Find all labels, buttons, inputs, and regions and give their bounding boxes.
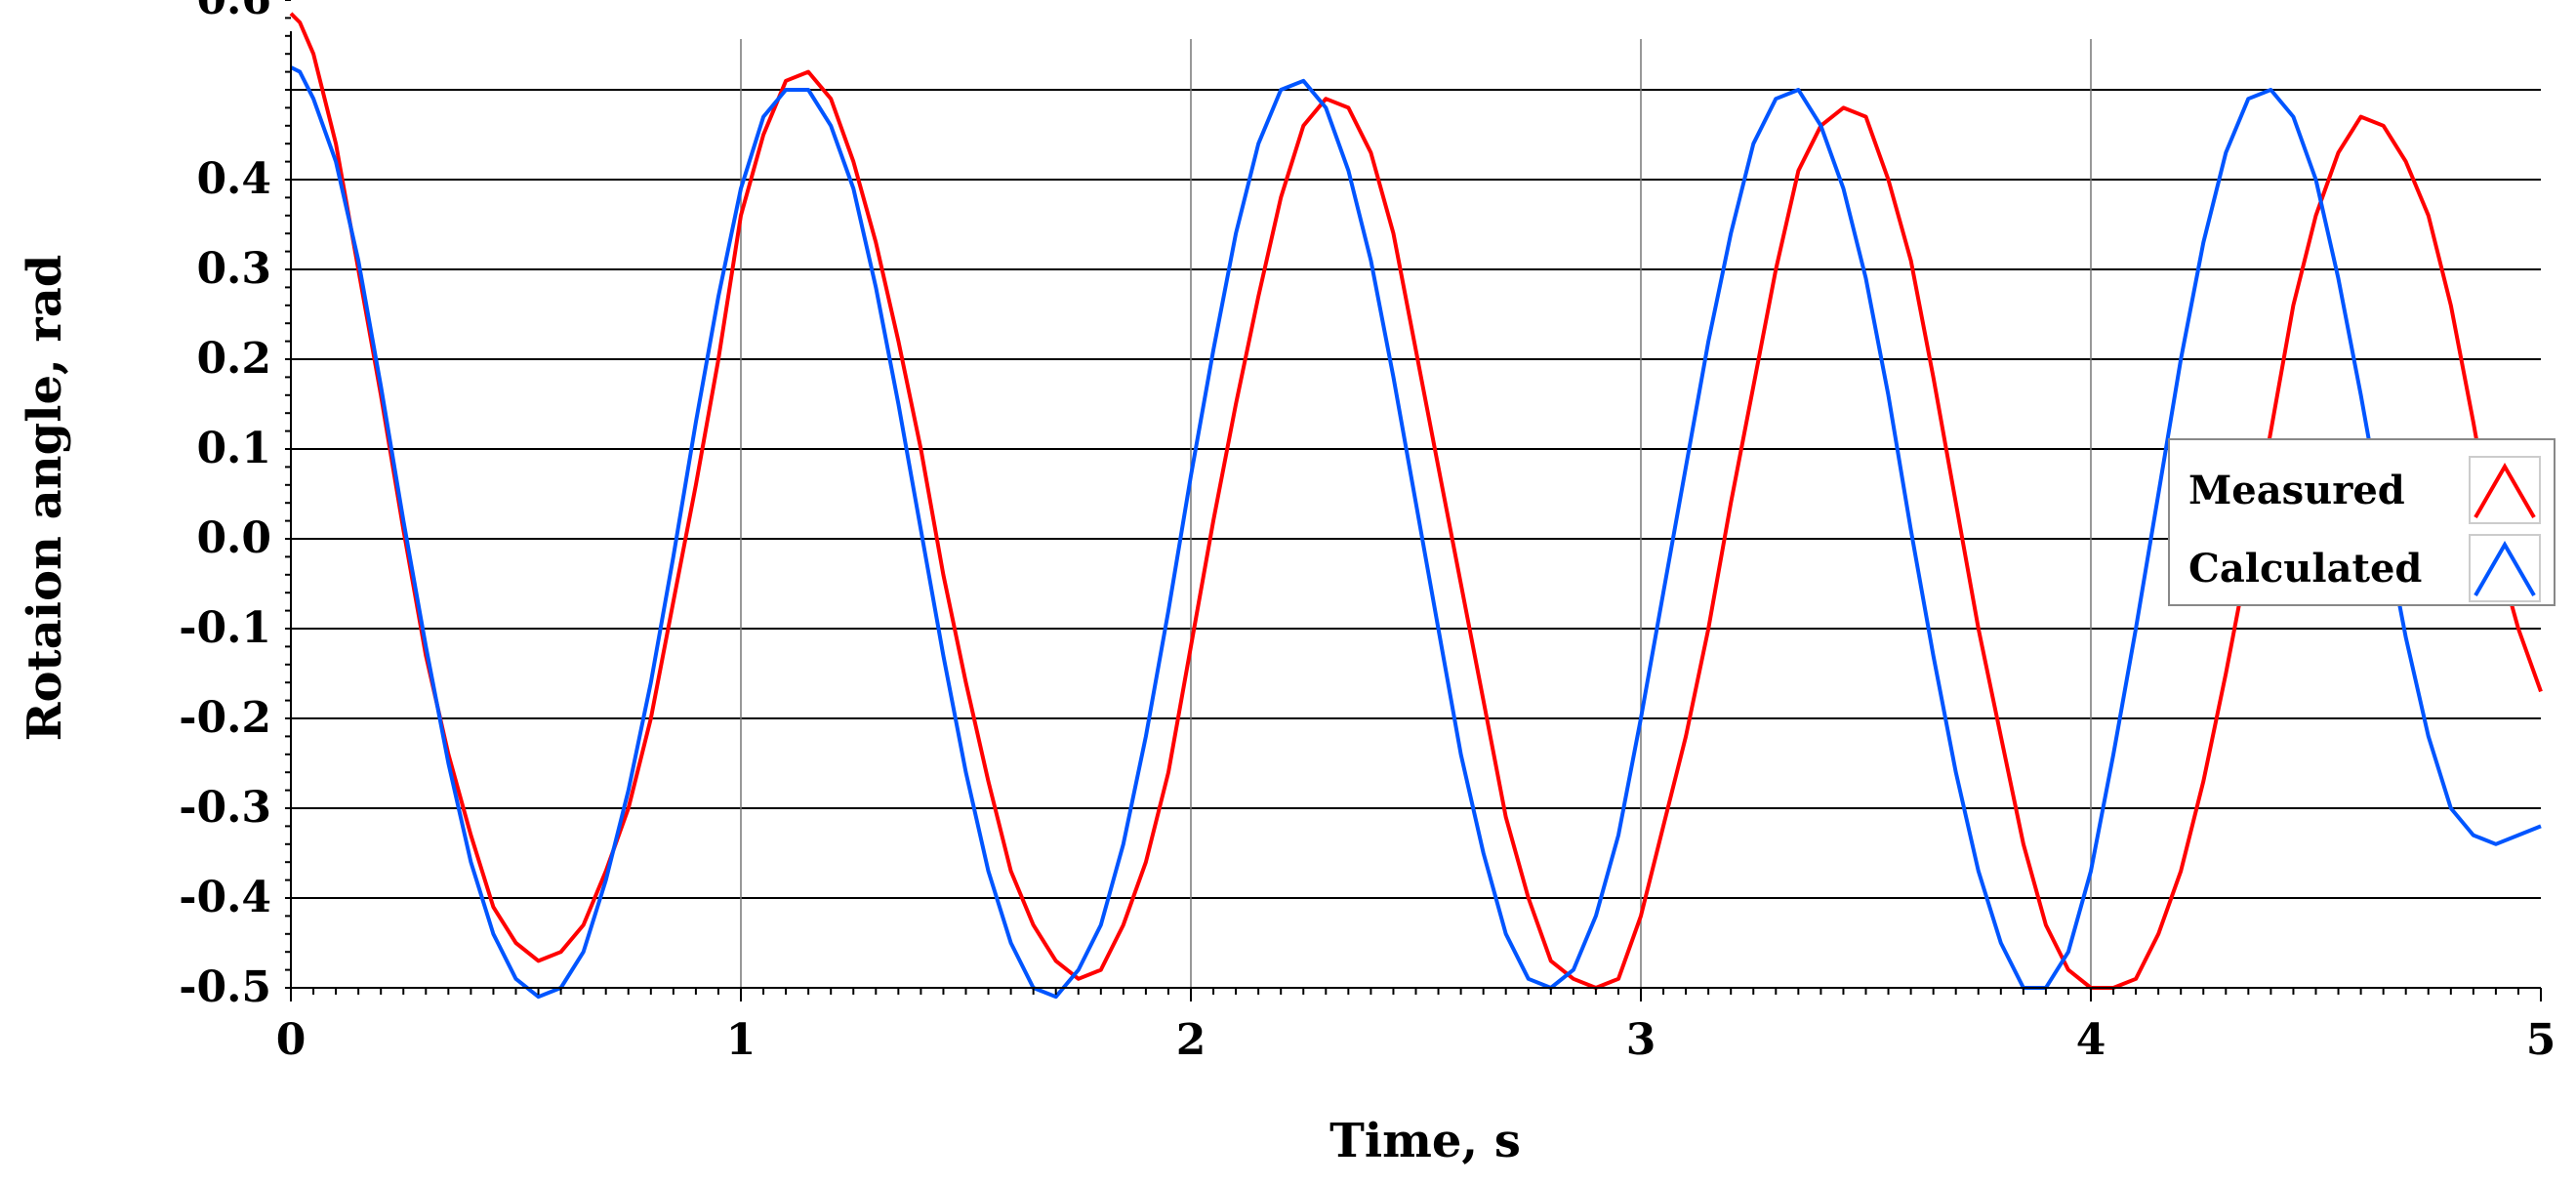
y-tick-label: -0.2 xyxy=(179,693,271,743)
series-layer xyxy=(289,12,2543,1000)
legend-label-measured: Measured xyxy=(2188,468,2405,513)
y-tick-label: 0.2 xyxy=(196,334,271,384)
axes-layer xyxy=(285,0,2542,1001)
legend-swatch-measured xyxy=(2474,462,2536,518)
y-tick-label: -0.3 xyxy=(179,783,271,833)
x-tick-label: 4 xyxy=(2076,1015,2106,1065)
x-tick-label: 0 xyxy=(276,1015,307,1065)
x-tick-label: 1 xyxy=(726,1015,756,1065)
y-tick-label: 0.3 xyxy=(196,244,271,294)
x-tick-labels: 0 1 2 3 4 5 xyxy=(276,1015,2556,1065)
y-tick-labels: 0.6 0.4 0.3 0.2 0.1 0.0 -0.1 -0.2 -0.3 -0.4 -0.5 xyxy=(179,0,271,1012)
y-tick-label: 0.6 xyxy=(196,0,271,24)
x-tick-label: 3 xyxy=(1626,1015,1656,1065)
legend-swatch-calculated xyxy=(2474,540,2536,596)
y-tick-label: -0.4 xyxy=(179,873,271,922)
y-tick-label: -0.5 xyxy=(179,962,271,1012)
y-tick-label: 0.1 xyxy=(196,424,271,473)
x-tick-label: 5 xyxy=(2526,1015,2556,1065)
x-tick-label: 2 xyxy=(1176,1015,1206,1065)
series-line-calculated xyxy=(290,65,2542,1000)
x-axis-title: Time, s xyxy=(1329,1114,1521,1168)
legend: Measured Calculated xyxy=(2168,438,2556,606)
y-axis-title: Rotaion angle, rad xyxy=(18,255,72,742)
y-tick-label: -0.1 xyxy=(179,603,271,653)
legend-label-calculated: Calculated xyxy=(2188,546,2422,592)
y-tick-label: 0.0 xyxy=(196,513,271,563)
series-line-measured xyxy=(289,12,2543,990)
y-tick-label: 0.4 xyxy=(196,154,271,204)
